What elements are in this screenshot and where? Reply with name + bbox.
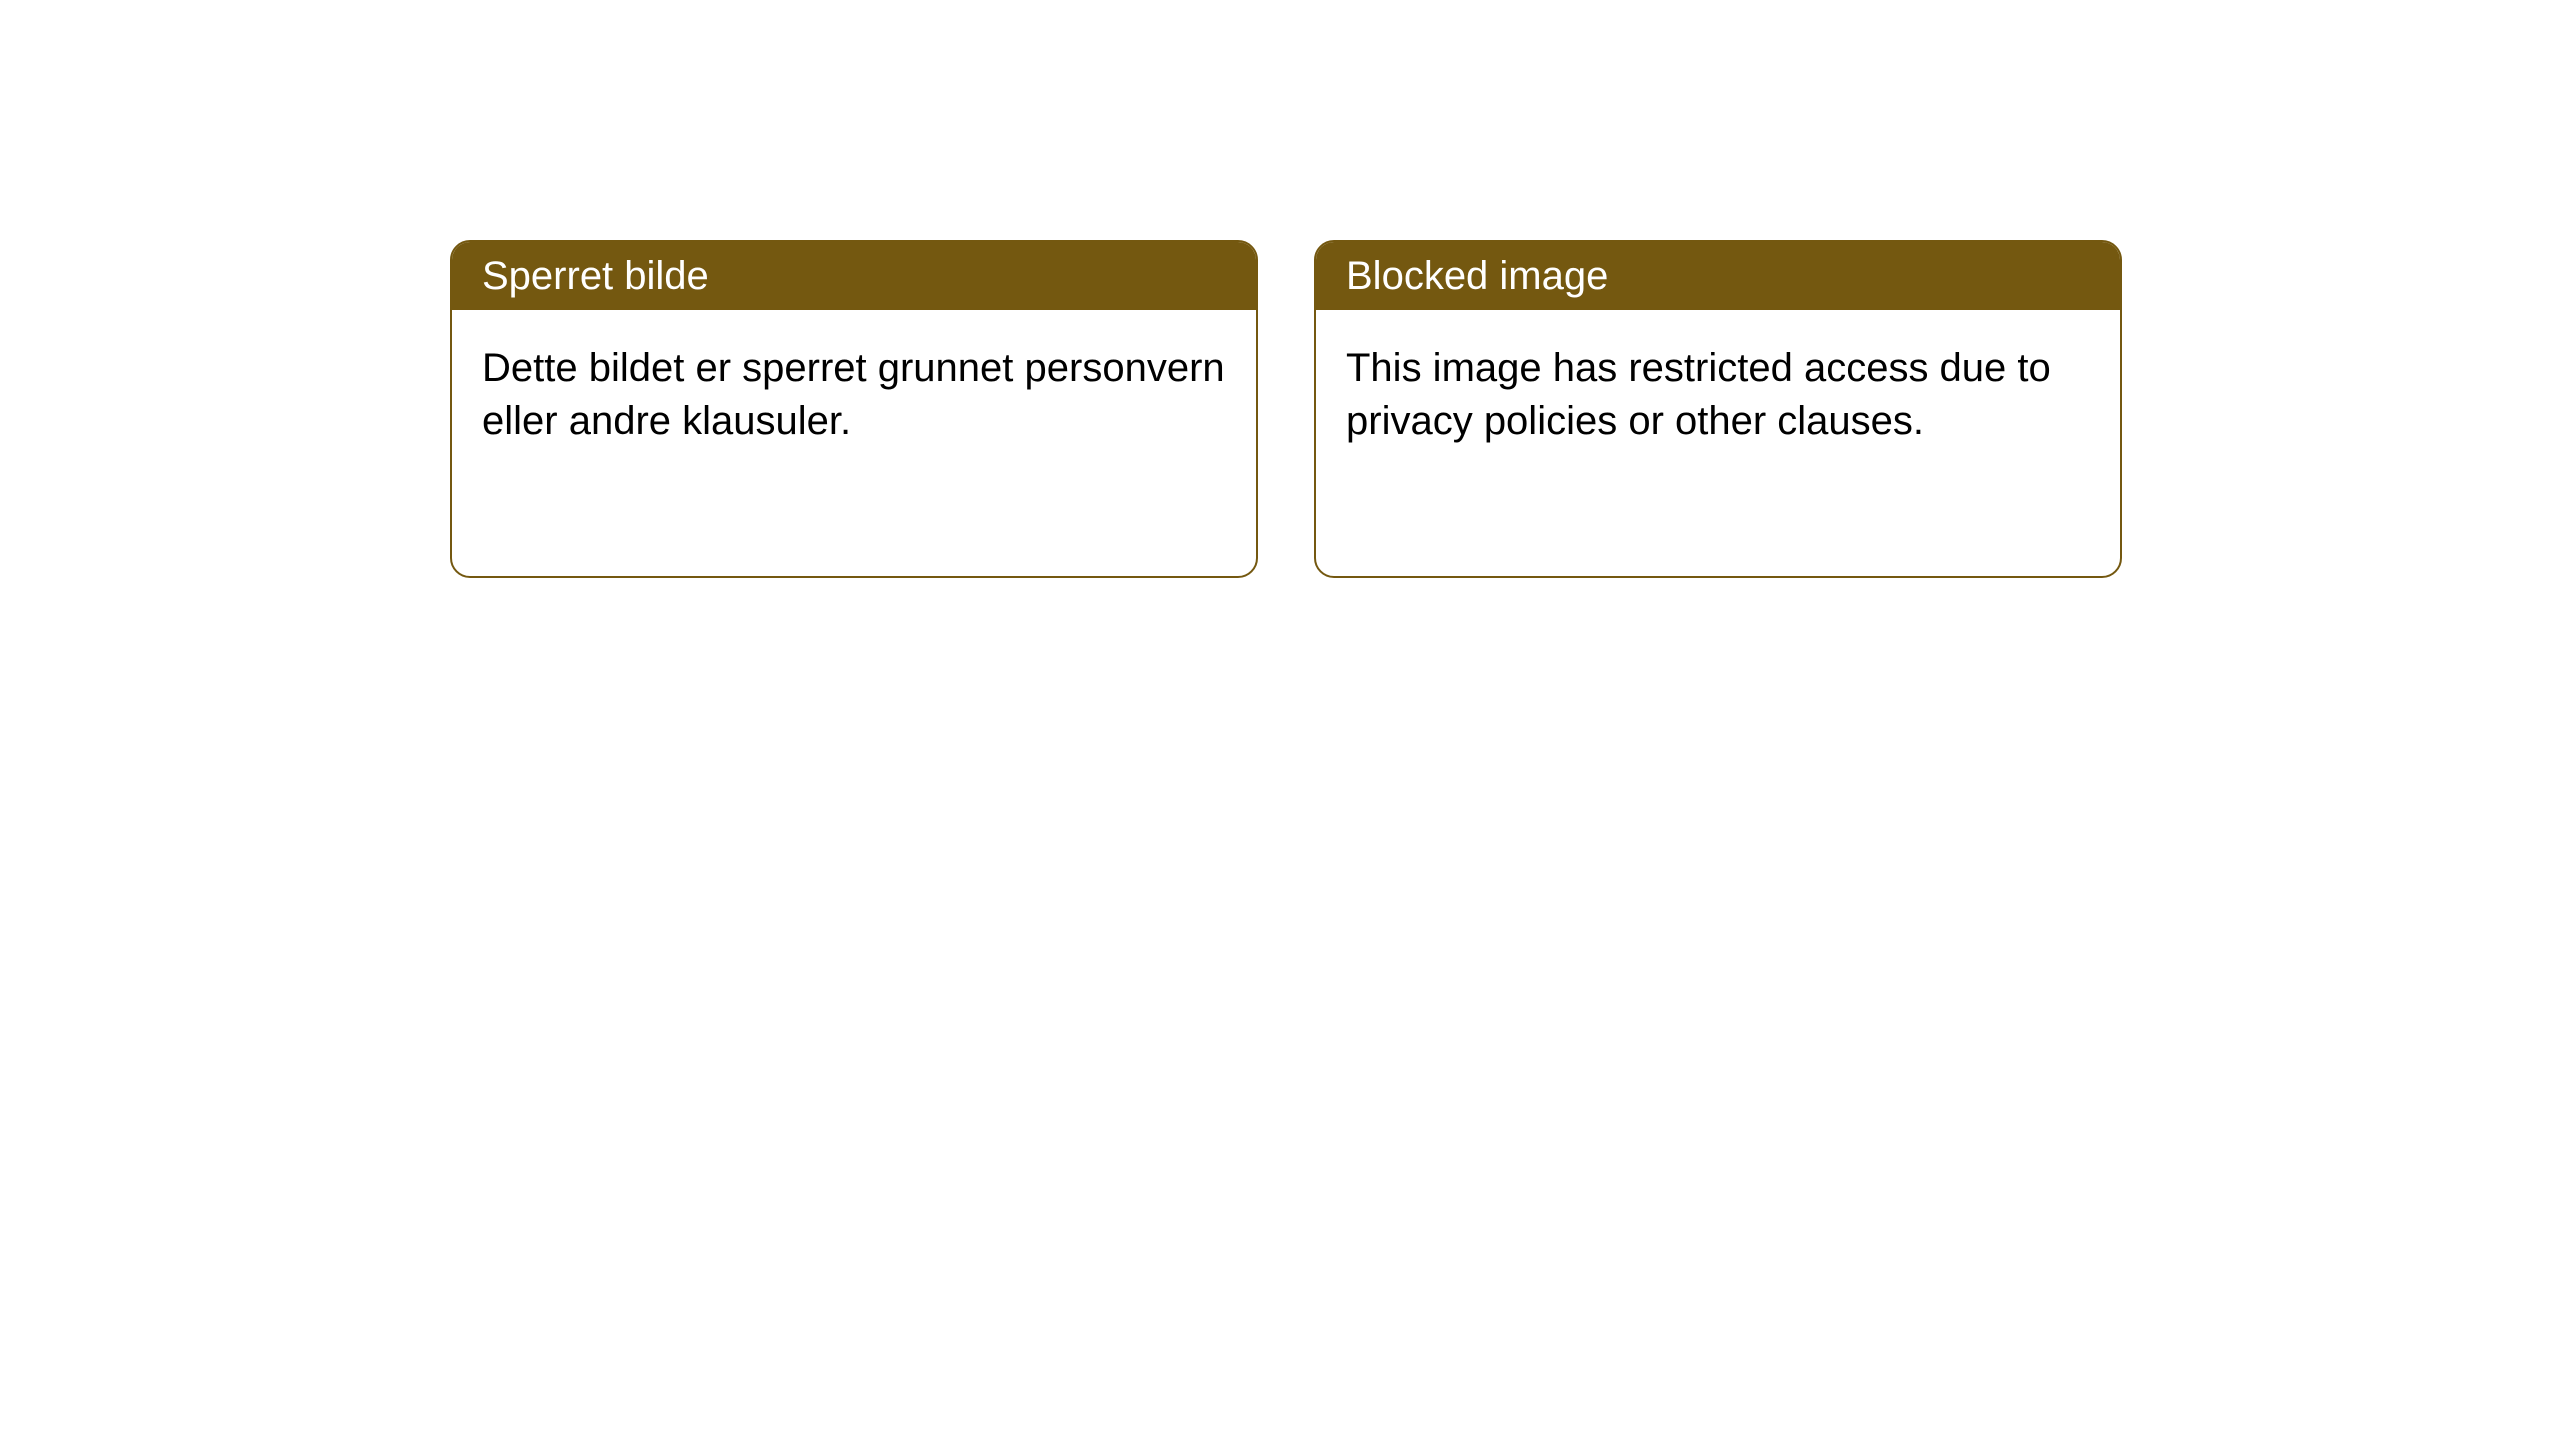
card-title: Sperret bilde bbox=[452, 242, 1256, 310]
card-body-text: Dette bildet er sperret grunnet personve… bbox=[452, 310, 1256, 480]
blocked-image-card-no: Sperret bilde Dette bildet er sperret gr… bbox=[450, 240, 1258, 578]
blocked-image-card-en: Blocked image This image has restricted … bbox=[1314, 240, 2122, 578]
notice-container: Sperret bilde Dette bildet er sperret gr… bbox=[0, 0, 2560, 578]
card-title: Blocked image bbox=[1316, 242, 2120, 310]
card-body-text: This image has restricted access due to … bbox=[1316, 310, 2120, 480]
